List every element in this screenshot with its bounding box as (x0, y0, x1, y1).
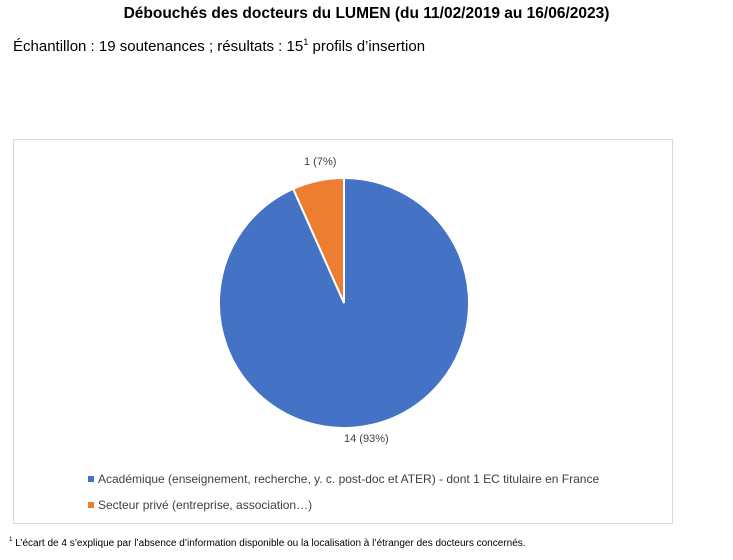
subtitle-text: Échantillon : 19 soutenances ; résultats… (13, 38, 304, 55)
footnote: 1 L’écart de 4 s’explique par l’absence … (9, 536, 526, 549)
data-label-academique: 14 (93%) (344, 433, 389, 445)
pie-chart: 14 (93%) 1 (7%) Académique (enseignement,… (13, 139, 673, 524)
page-title: Débouchés des docteurs du LUMEN (du 11/0… (123, 5, 610, 22)
legend-label-academique: Académique (enseignement, recherche, y. … (98, 472, 600, 486)
sample-subtitle: Échantillon : 19 soutenances ; résultats… (13, 36, 426, 55)
legend-item-prive: Secteur privé (entreprise, association…) (88, 497, 599, 513)
footnote-ref: 1 (303, 36, 309, 47)
legend-item-academique: Académique (enseignement, recherche, y. … (88, 471, 599, 487)
subtitle-end: profils d’insertion (308, 38, 426, 55)
footnote-text: L’écart de 4 s’explique par l’absence d’… (12, 538, 526, 549)
data-label-prive: 1 (7%) (304, 156, 336, 168)
legend-swatch-academique (88, 475, 94, 482)
legend-swatch-prive (88, 501, 94, 508)
pie-chart-canvas: 14 (93%) 1 (7%) (218, 156, 470, 445)
footnote-marker: 1 (9, 536, 13, 544)
pie-slice-prive (291, 176, 345, 304)
chart-legend: Académique (enseignement, recherche, y. … (88, 471, 599, 523)
legend-label-prive: Secteur privé (entreprise, association…) (98, 498, 313, 512)
